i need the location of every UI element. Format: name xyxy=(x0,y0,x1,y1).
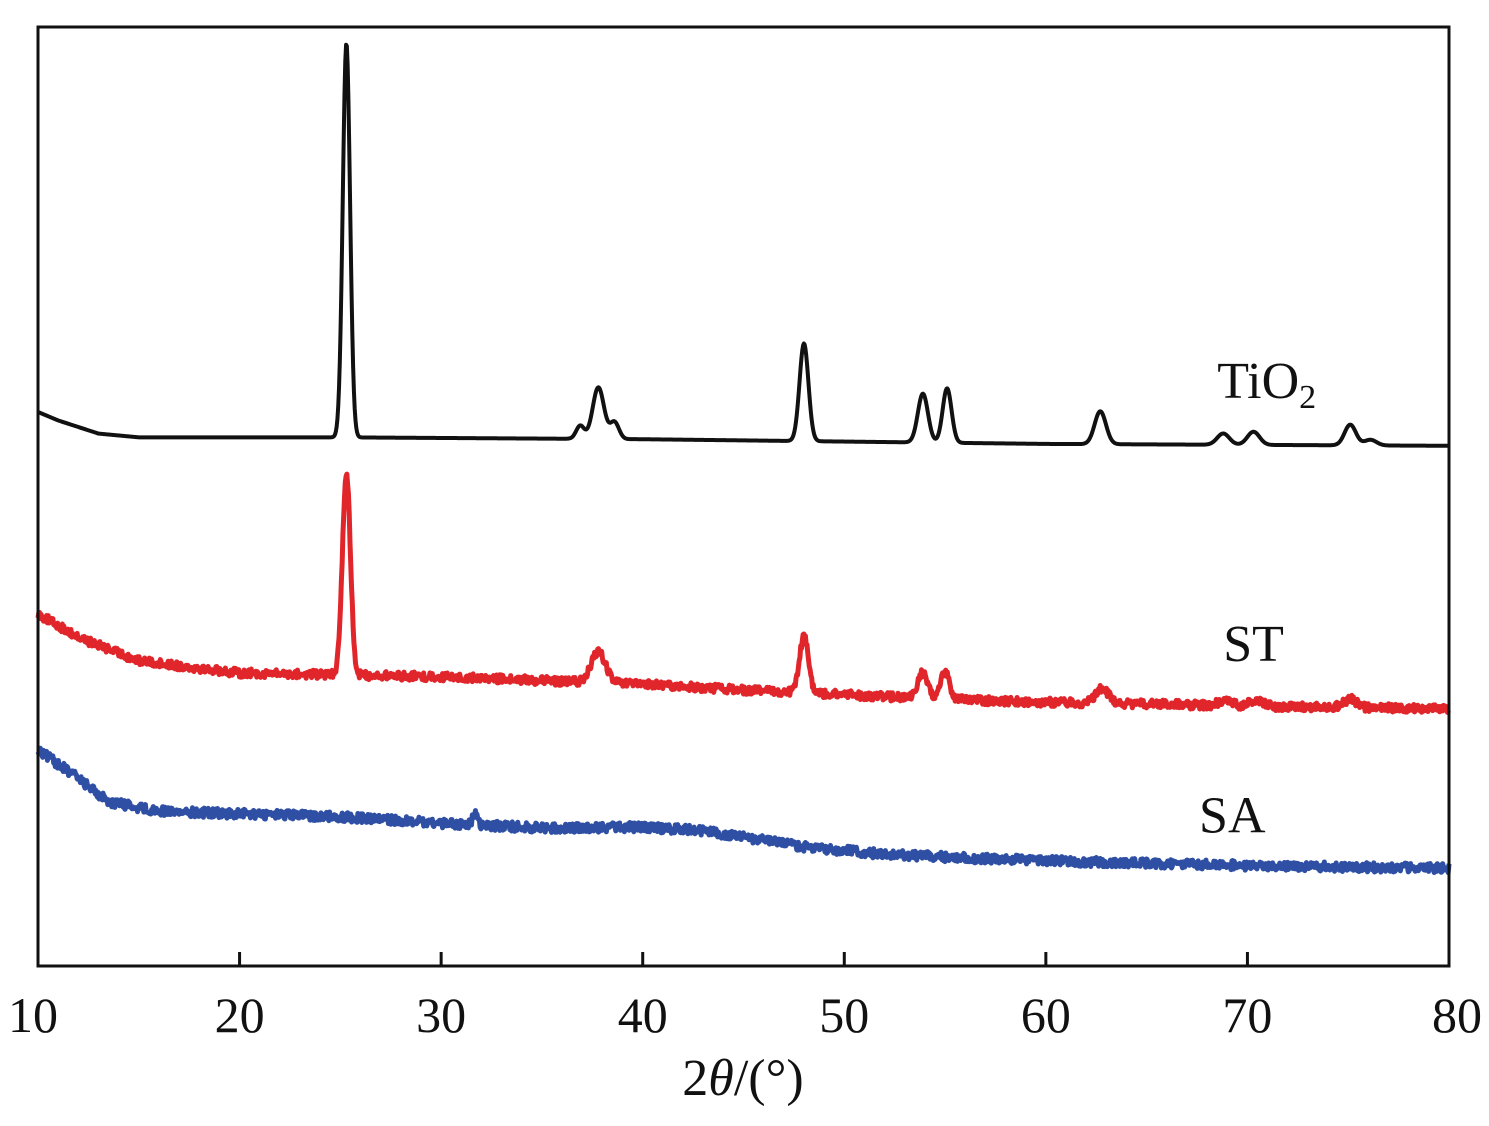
series-layer xyxy=(35,42,1452,876)
series-label-tio2: TiO2 xyxy=(1217,353,1316,416)
x-tick-label: 60 xyxy=(1021,987,1071,1043)
x-axis-title-suffix: /(°) xyxy=(734,1050,804,1107)
x-tick-label: 50 xyxy=(819,987,869,1043)
x-axis-title-symbol: θ xyxy=(708,1050,734,1107)
series-line-tio2 xyxy=(36,42,1451,448)
series-labels: TiO2 ST SA xyxy=(1199,353,1316,845)
x-tick-label: 20 xyxy=(215,987,265,1043)
series-line-sa xyxy=(35,745,1452,876)
series-label-sa: SA xyxy=(1199,788,1266,845)
x-axis-title: 2θ/(°) xyxy=(682,1050,803,1107)
x-tick-label: 10 xyxy=(8,987,58,1043)
plot-frame xyxy=(36,25,1451,968)
x-tick-label: 70 xyxy=(1222,987,1272,1043)
x-tick-label: 40 xyxy=(618,987,668,1043)
x-tick-label: 30 xyxy=(416,987,466,1043)
x-axis-title-prefix: 2 xyxy=(682,1050,708,1107)
x-axis-ticks: 10 20 30 40 50 60 70 80 xyxy=(8,952,1482,1043)
series-label-st: ST xyxy=(1223,616,1284,673)
series-line-st xyxy=(35,471,1452,715)
x-tick-label: 80 xyxy=(1432,987,1482,1043)
